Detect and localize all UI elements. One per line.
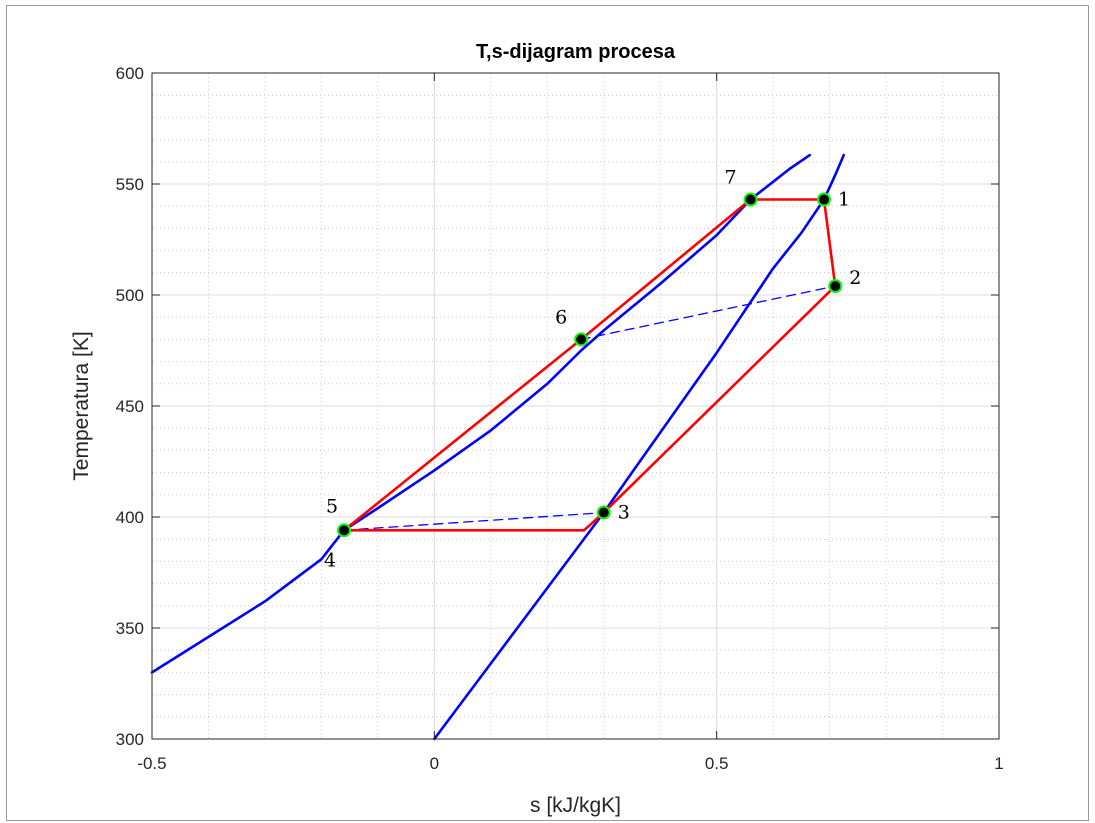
state-point-label: 4 bbox=[324, 549, 336, 571]
state-point-marker bbox=[596, 505, 611, 520]
state-point-label: 2 bbox=[849, 267, 861, 289]
state-point-label: 5 bbox=[326, 495, 338, 517]
y-tick-label: 600 bbox=[116, 64, 144, 83]
saturation-liquid-line bbox=[150, 153, 812, 674]
state-point-label: 1 bbox=[838, 189, 850, 211]
x-tick-label: 1 bbox=[994, 754, 1003, 773]
saturation-vapor-line bbox=[432, 153, 846, 741]
chart-title: T,s-dijagram procesa bbox=[476, 41, 676, 63]
x-tick-labels: -0.5 0 0.5 1 bbox=[137, 754, 1003, 773]
x-tick-label: 0 bbox=[430, 754, 439, 773]
y-tick-label: 350 bbox=[116, 619, 144, 638]
x-tick-label: 0.5 bbox=[705, 754, 729, 773]
x-axis-label: s [kJ/kgK] bbox=[530, 794, 621, 817]
state-point-marker bbox=[574, 332, 589, 347]
state-point-marker bbox=[336, 523, 351, 538]
y-tick-labels: 300 350 400 450 500 550 600 bbox=[116, 64, 144, 749]
y-tick-label: 450 bbox=[116, 397, 144, 416]
y-tick-label: 550 bbox=[116, 175, 144, 194]
reference-line bbox=[580, 285, 836, 341]
ticks-layer bbox=[151, 72, 1000, 740]
y-tick-label: 300 bbox=[116, 730, 144, 749]
y-tick-label: 500 bbox=[116, 286, 144, 305]
series-layer bbox=[150, 153, 846, 741]
reference-line bbox=[343, 511, 605, 531]
state-point-label: 6 bbox=[555, 306, 567, 328]
y-tick-label: 400 bbox=[116, 508, 144, 527]
state-point-marker bbox=[743, 192, 758, 207]
x-tick-label: -0.5 bbox=[137, 754, 166, 773]
y-axis-label: Temperatura [K] bbox=[70, 331, 93, 480]
points-layer: 1 2 3 4 5 6 7 bbox=[324, 167, 861, 572]
state-point-label: 3 bbox=[618, 502, 630, 524]
state-point-label: 7 bbox=[724, 167, 736, 189]
cycle-line bbox=[342, 198, 837, 532]
state-point-marker bbox=[828, 279, 843, 294]
state-point-marker bbox=[816, 192, 831, 207]
